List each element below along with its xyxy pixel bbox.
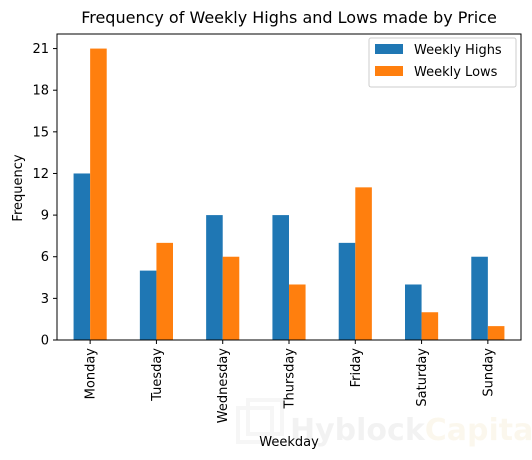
y-tick-label: 21 — [32, 42, 49, 57]
y-tick-label: 6 — [41, 250, 49, 265]
legend-swatch-weekly-highs — [375, 44, 403, 54]
legend-label-weekly-highs: Weekly Highs — [414, 43, 502, 58]
bar-weekly-lows-thursday — [289, 284, 306, 340]
y-tick-label: 18 — [32, 84, 49, 99]
bar-weekly-highs-thursday — [272, 215, 289, 340]
bar-weekly-highs-saturday — [405, 284, 422, 340]
bar-weekly-lows-tuesday — [156, 242, 173, 340]
svg-text:HyblockCapital: HyblockCapital — [290, 413, 532, 448]
x-axis: Monday Tuesday Wednesday Thursday Friday Satu… — [84, 340, 496, 424]
bar-weekly-highs-sunday — [471, 256, 488, 340]
x-tick-label-monday: Monday — [84, 348, 99, 400]
legend-label-weekly-lows: Weekly Lows — [414, 65, 498, 80]
x-tick-label-sunday: Sunday — [481, 348, 496, 397]
bar-weekly-lows-wednesday — [222, 256, 240, 340]
x-axis-label: Weekday — [259, 435, 319, 450]
bar-weekly-highs-friday — [338, 242, 356, 340]
watermark: HyblockCapital — [236, 398, 532, 448]
bar-weekly-lows-monday — [90, 48, 107, 340]
legend-swatch-weekly-lows — [375, 66, 403, 76]
chart-title: Frequency of Weekly Highs and Lows made … — [81, 8, 497, 27]
legend: Weekly Highs Weekly Lows — [368, 37, 517, 88]
y-tick-label: 9 — [41, 209, 49, 224]
bars-group — [73, 48, 505, 340]
bar-weekly-lows-saturday — [421, 312, 439, 340]
bar-weekly-highs-wednesday — [206, 215, 223, 340]
x-tick-label-saturday: Saturday — [415, 348, 430, 407]
y-tick-label: 0 — [41, 334, 49, 349]
bar-weekly-lows-sunday — [487, 326, 505, 340]
watermark-text-accent: Capital — [425, 413, 532, 448]
y-tick-label: 3 — [41, 292, 49, 307]
legend-box — [368, 37, 517, 88]
bar-weekly-lows-friday — [355, 187, 372, 340]
y-axis: 0 3 6 9 12 15 18 21 — [32, 42, 57, 349]
bar-weekly-highs-monday — [73, 173, 91, 340]
y-tick-label: 15 — [32, 125, 49, 140]
y-tick-label: 12 — [32, 167, 49, 182]
x-tick-label-wednesday: Wednesday — [216, 348, 231, 424]
x-tick-label-friday: Friday — [349, 348, 364, 388]
x-tick-label-thursday: Thursday — [283, 348, 298, 410]
y-axis-label: Frequency — [11, 154, 26, 221]
x-tick-label-tuesday: Tuesday — [150, 348, 165, 402]
bar-weekly-highs-tuesday — [139, 270, 157, 340]
watermark-text-primary: Hyblock — [290, 413, 426, 448]
watermark-logo-icon — [236, 398, 284, 444]
